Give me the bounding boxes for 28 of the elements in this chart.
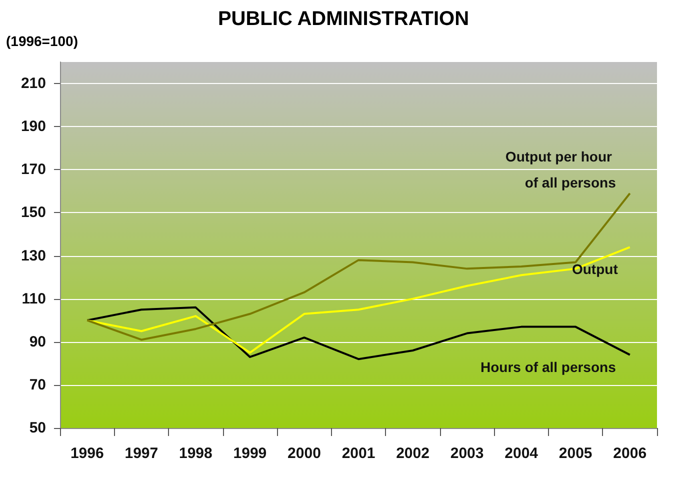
series-label: Output (572, 261, 618, 278)
series-label: Hours of all persons (480, 358, 616, 375)
y-tick-label: 190 (20, 118, 46, 136)
x-tick-label: 2001 (342, 445, 376, 462)
y-tick-label: 210 (20, 75, 46, 92)
x-tick-label: 1999 (233, 445, 267, 462)
x-tick-label: 2005 (558, 445, 592, 462)
line-series (86, 306, 631, 360)
x-tick-label: 2004 (504, 445, 539, 462)
y-tick-label: 70 (29, 376, 46, 394)
y-tick-label: 130 (20, 247, 46, 264)
x-tick-label: 2003 (450, 445, 484, 462)
x-tick-label: 1996 (70, 445, 104, 462)
y-tick-label: 90 (29, 333, 46, 350)
x-tick-label: 1997 (124, 445, 158, 462)
y-tick-label: 50 (29, 420, 46, 436)
x-tick-label: 1998 (178, 445, 212, 462)
x-tick-label: 2002 (396, 445, 430, 462)
y-tick-label: 110 (22, 290, 46, 308)
line-series (86, 192, 631, 341)
line-series (86, 246, 631, 354)
y-axis-title: (1996=100) (6, 33, 78, 49)
y-tick-label: 170 (20, 161, 46, 178)
x-tick-label: 2006 (613, 445, 647, 462)
chart-title: PUBLIC ADMINISTRATION (218, 8, 470, 30)
y-tick-label: 150 (20, 204, 46, 222)
series-label: Output per hour of all persons (505, 148, 616, 190)
x-tick-label: 2000 (288, 445, 321, 462)
